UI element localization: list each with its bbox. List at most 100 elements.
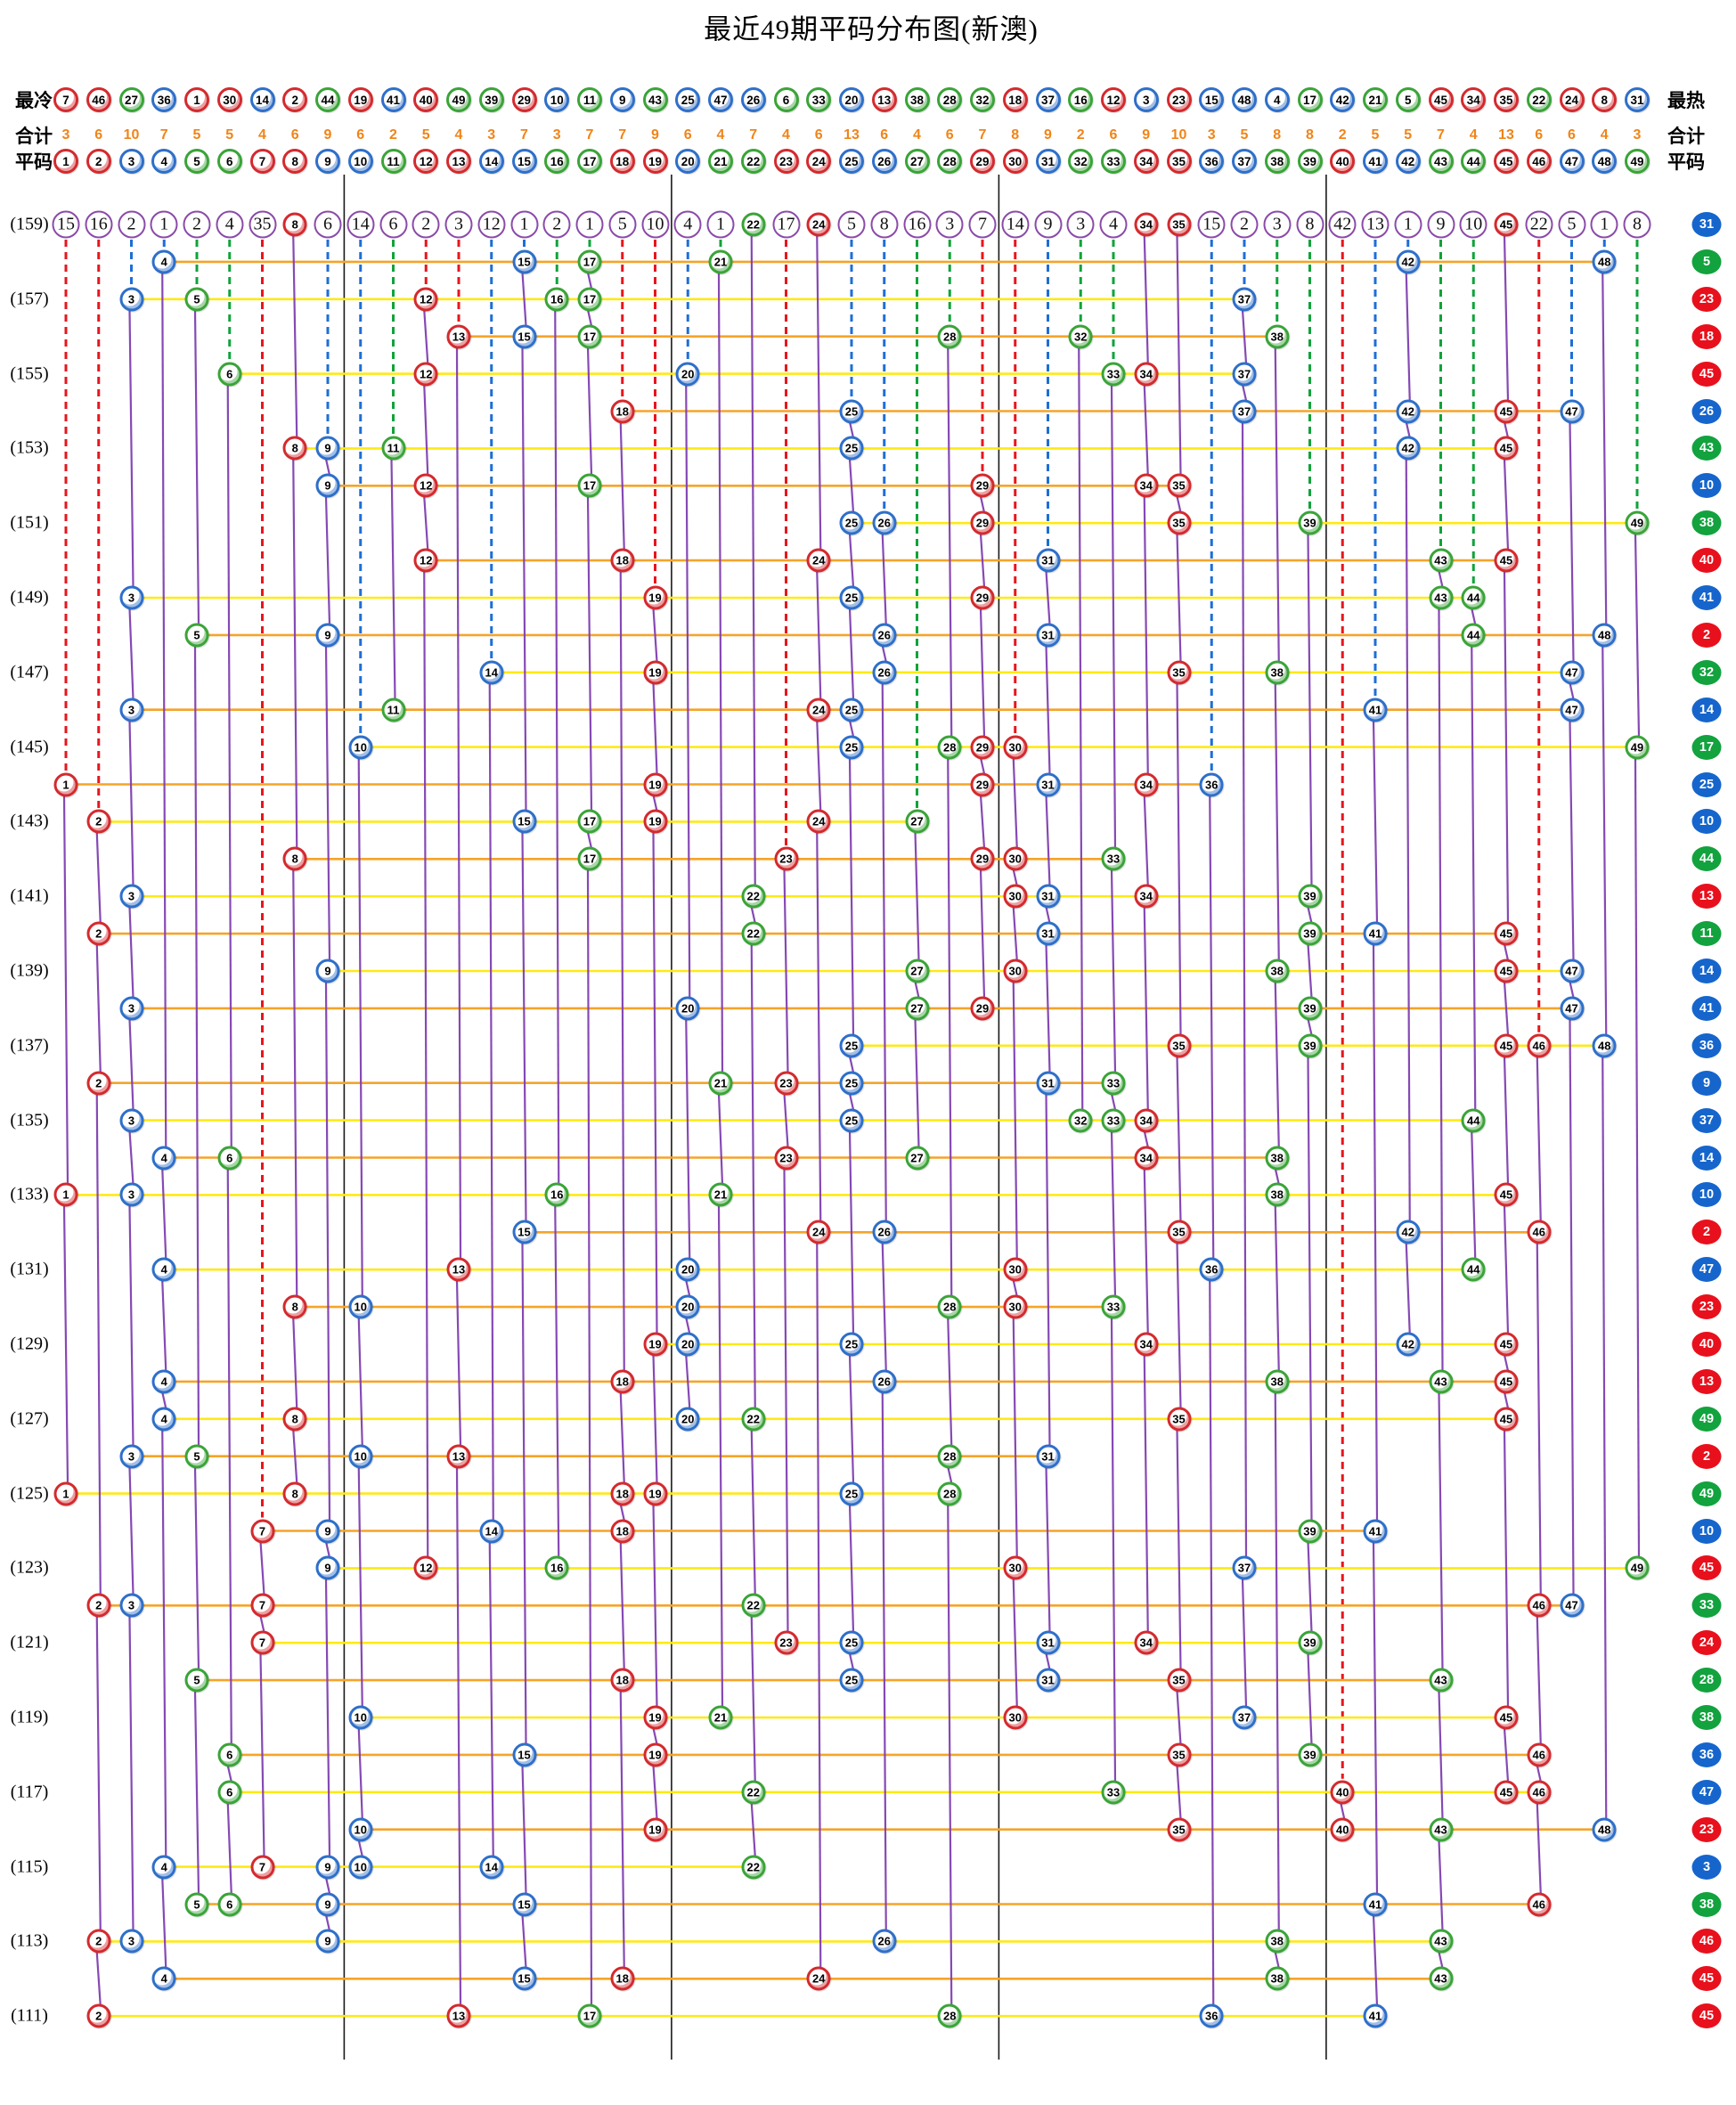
drawn-ball: 24	[806, 698, 831, 722]
drawn-ball: 13	[446, 2003, 471, 2028]
drawn-ball: 30	[1003, 735, 1028, 760]
cold-order-ball: 14	[249, 87, 275, 112]
drawn-ball: 18	[610, 1668, 635, 1693]
total-count: 6	[1535, 127, 1544, 143]
cold-order-ball: 36	[151, 87, 177, 112]
special-number-ball: 25	[1691, 771, 1722, 797]
drawn-ball: 2	[86, 1929, 111, 1954]
drawn-ball: 25	[839, 735, 864, 760]
omission-circle: 5	[1558, 210, 1585, 239]
drawn-ball: 39	[1298, 996, 1322, 1021]
cold-order-ball: 8	[1592, 87, 1618, 112]
total-count: 9	[651, 127, 659, 143]
drawn-ball: 25	[839, 1071, 864, 1096]
special-number-ball: 2	[1691, 1220, 1722, 1245]
drawn-ball: 39	[1298, 1742, 1322, 1767]
drawn-ball: 38	[1265, 1369, 1290, 1394]
period-label: (117)	[10, 1782, 49, 1802]
drawn-ball: 43	[1429, 585, 1453, 610]
cold-order-ball: 25	[675, 87, 701, 112]
drawn-ball: 39	[1298, 884, 1322, 909]
total-count: 9	[1142, 127, 1151, 143]
drawn-ball: 29	[970, 473, 995, 498]
drawn-ball: 20	[675, 1294, 700, 1319]
drawn-ball: 37	[1232, 1705, 1257, 1730]
special-number-ball: 45	[1691, 2003, 1722, 2029]
drawn-ball: 48	[1592, 1033, 1617, 1058]
code-header-ball: 44	[1461, 149, 1487, 174]
drawn-ball: 40	[1330, 1817, 1355, 1842]
drawn-ball: 5	[184, 1668, 209, 1693]
cold-order-ball: 41	[380, 87, 406, 112]
total-count: 7	[749, 127, 758, 143]
code-header-ball: 28	[937, 149, 963, 174]
code-header-ball: 23	[773, 149, 799, 174]
total-count: 3	[487, 127, 496, 143]
total-label-right: 合计	[1667, 126, 1705, 147]
code-header-ball: 45	[1494, 149, 1519, 174]
cold-order-ball: 29	[511, 87, 537, 112]
omission-circle: 22	[1525, 210, 1553, 239]
omission-circle: 8	[870, 210, 899, 239]
drawn-ball: 31	[1036, 1630, 1060, 1655]
drawn-ball: 31	[1036, 884, 1060, 909]
total-count: 7	[1437, 127, 1445, 143]
special-number-ball: 44	[1691, 846, 1722, 872]
period-label: (125)	[10, 1483, 49, 1504]
code-header-ball: 6	[216, 149, 242, 174]
drawn-ball: 45	[1494, 1705, 1519, 1730]
omission-circle: 17	[772, 210, 800, 239]
drawn-ball: 30	[1003, 1555, 1028, 1580]
total-count: 8	[1011, 127, 1020, 143]
drawn-ball: 42	[1396, 249, 1421, 274]
drawn-ball: 7	[250, 1593, 274, 1618]
drawn-ball: 7	[250, 1630, 274, 1655]
period-label: (135)	[10, 1110, 49, 1130]
drawn-ball: 16	[544, 1182, 569, 1207]
drawn-ball: 9	[315, 1519, 340, 1543]
special-number-ball: 10	[1691, 473, 1722, 499]
special-number-ball: 47	[1691, 1257, 1722, 1283]
special-number-ball: 23	[1691, 286, 1722, 312]
drawn-ball: 25	[839, 1668, 864, 1693]
drawn-ball: 33	[1101, 1071, 1126, 1096]
drawn-ball: 35	[1167, 473, 1191, 498]
drawn-ball: 28	[937, 324, 962, 349]
drawn-ball: 45	[1494, 1182, 1519, 1207]
code-header-ball: 18	[609, 149, 635, 174]
code-header-ball: 2	[86, 149, 111, 174]
special-number-ball: 43	[1691, 436, 1722, 461]
drawn-ball: 48	[1592, 249, 1617, 274]
cold-order-ball: 21	[1363, 87, 1388, 112]
cold-order-ball: 1	[184, 87, 209, 112]
special-number-ball: 17	[1691, 734, 1722, 760]
drawn-ball: 17	[577, 473, 602, 498]
cold-order-ball: 15	[1199, 87, 1225, 112]
drawn-ball: 49	[1625, 510, 1650, 535]
code-header-ball: 34	[1133, 149, 1159, 174]
drawn-ball: 34	[1134, 884, 1159, 909]
cold-order-ball: 23	[1166, 87, 1192, 112]
drawn-ball: 29	[970, 735, 995, 760]
drawn-ball: 30	[1003, 846, 1028, 871]
cold-order-ball: 47	[708, 87, 733, 112]
drawn-ball: 15	[512, 1220, 536, 1244]
drawn-ball: 38	[1265, 660, 1290, 685]
drawn-ball: 30	[1003, 1705, 1028, 1730]
drawn-ball: 36	[1199, 772, 1224, 796]
period-label: (115)	[10, 1856, 49, 1877]
omission-circle: 15	[1197, 210, 1226, 239]
drawn-ball: 46	[1527, 1892, 1552, 1916]
drawn-ball: 28	[937, 1444, 962, 1469]
drawn-ball: 45	[1494, 548, 1519, 573]
drawn-ball: 34	[1134, 1108, 1159, 1133]
special-number-ball: 14	[1691, 959, 1722, 983]
total-count: 5	[1404, 127, 1413, 143]
omission-circle: 6	[314, 210, 342, 239]
drawn-ball: 25	[839, 1481, 864, 1506]
drawn-ball: 45	[1494, 1407, 1519, 1432]
special-number-ball: 45	[1691, 1555, 1722, 1581]
drawn-ball: 25	[839, 1630, 864, 1655]
drawn-ball: 25	[839, 1332, 864, 1357]
drawn-ball: 10	[348, 735, 373, 760]
